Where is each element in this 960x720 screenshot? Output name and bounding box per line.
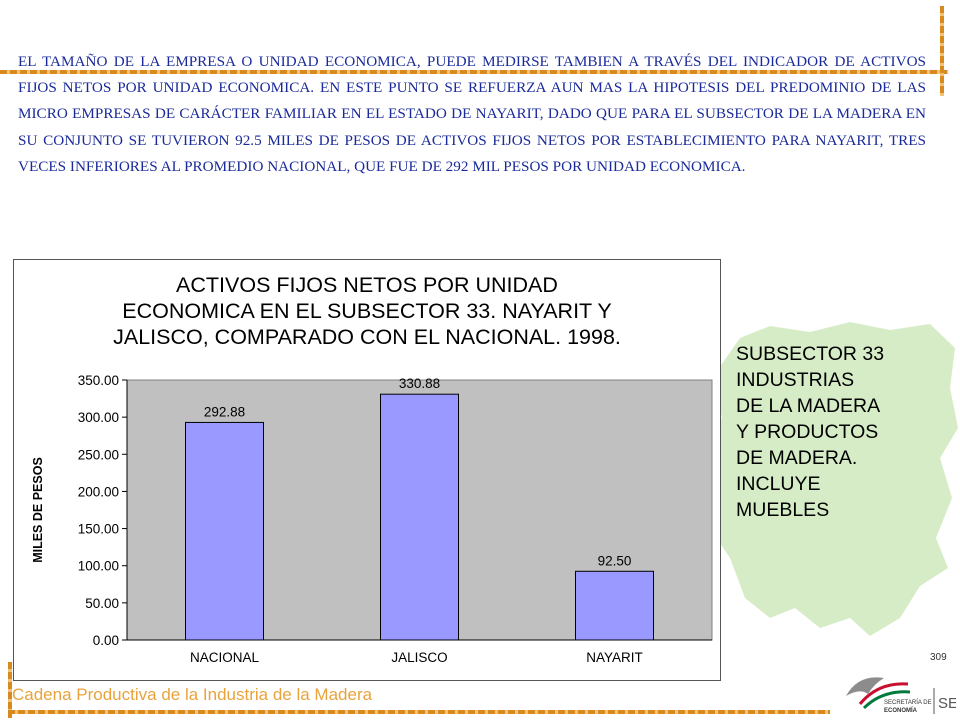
intro-paragraph: EL TAMAÑO DE LA EMPRESA O UNIDAD ECONOMI… bbox=[18, 53, 926, 175]
y-tick-label: 200.00 bbox=[78, 484, 119, 499]
y-tick-label: 150.00 bbox=[78, 522, 119, 537]
x-tick-label: NAYARIT bbox=[586, 650, 643, 665]
chart-container: ACTIVOS FIJOS NETOS POR UNIDAD ECONOMICA… bbox=[13, 259, 721, 681]
y-tick-label: 100.00 bbox=[78, 559, 119, 574]
secretaria-economia-logo: SECRETARÍA DE ECONOMÍA SE bbox=[846, 677, 956, 714]
bar-chart-svg: 0.00 50.00 100.00 150.00 200.00 250.00 300.00 3… bbox=[31, 373, 713, 665]
logo-green-stripe bbox=[862, 690, 911, 710]
y-tick-label: 300.00 bbox=[78, 410, 119, 425]
subsector-note: SUBSECTOR 33 INDUSTRIAS DE LA MADERA Y P… bbox=[736, 343, 885, 521]
map-region-shape bbox=[705, 322, 958, 636]
bottom-left-vertical-line bbox=[8, 662, 12, 718]
bar-nayarit bbox=[575, 570, 654, 641]
data-label: 330.88 bbox=[399, 376, 440, 391]
y-tick-label: 350.00 bbox=[78, 373, 119, 388]
y-axis-label: MILES DE PESOS bbox=[31, 457, 45, 563]
bar-jalisco bbox=[380, 393, 459, 641]
logo-eagle-mark bbox=[846, 677, 884, 696]
logo-red-stripe bbox=[858, 682, 909, 705]
footer-title: Cadena Productiva de la Industria de la … bbox=[12, 685, 373, 704]
state-map-silhouette bbox=[705, 322, 958, 636]
page-number: 309 bbox=[930, 652, 947, 663]
data-label: 292.88 bbox=[204, 404, 245, 419]
bottom-divider-line bbox=[8, 710, 830, 714]
logo-abbreviation: SE bbox=[938, 695, 956, 712]
y-tick-label: 250.00 bbox=[78, 447, 119, 462]
bar-nacional bbox=[185, 421, 264, 641]
y-tick-label: 50.00 bbox=[85, 596, 119, 611]
y-tick-label: 0.00 bbox=[93, 633, 119, 648]
data-label: 92.50 bbox=[598, 553, 632, 568]
logo-text-line-1: SECRETARÍA DE bbox=[884, 699, 932, 706]
top-right-vertical-line bbox=[940, 6, 944, 96]
top-divider-line bbox=[0, 70, 948, 74]
logo-text-line-2: ECONOMÍA bbox=[884, 706, 918, 714]
x-tick-label: NACIONAL bbox=[190, 650, 260, 665]
x-tick-label: JALISCO bbox=[391, 650, 447, 665]
chart-title: ACTIVOS FIJOS NETOS POR UNIDAD ECONOMICA… bbox=[113, 273, 621, 349]
